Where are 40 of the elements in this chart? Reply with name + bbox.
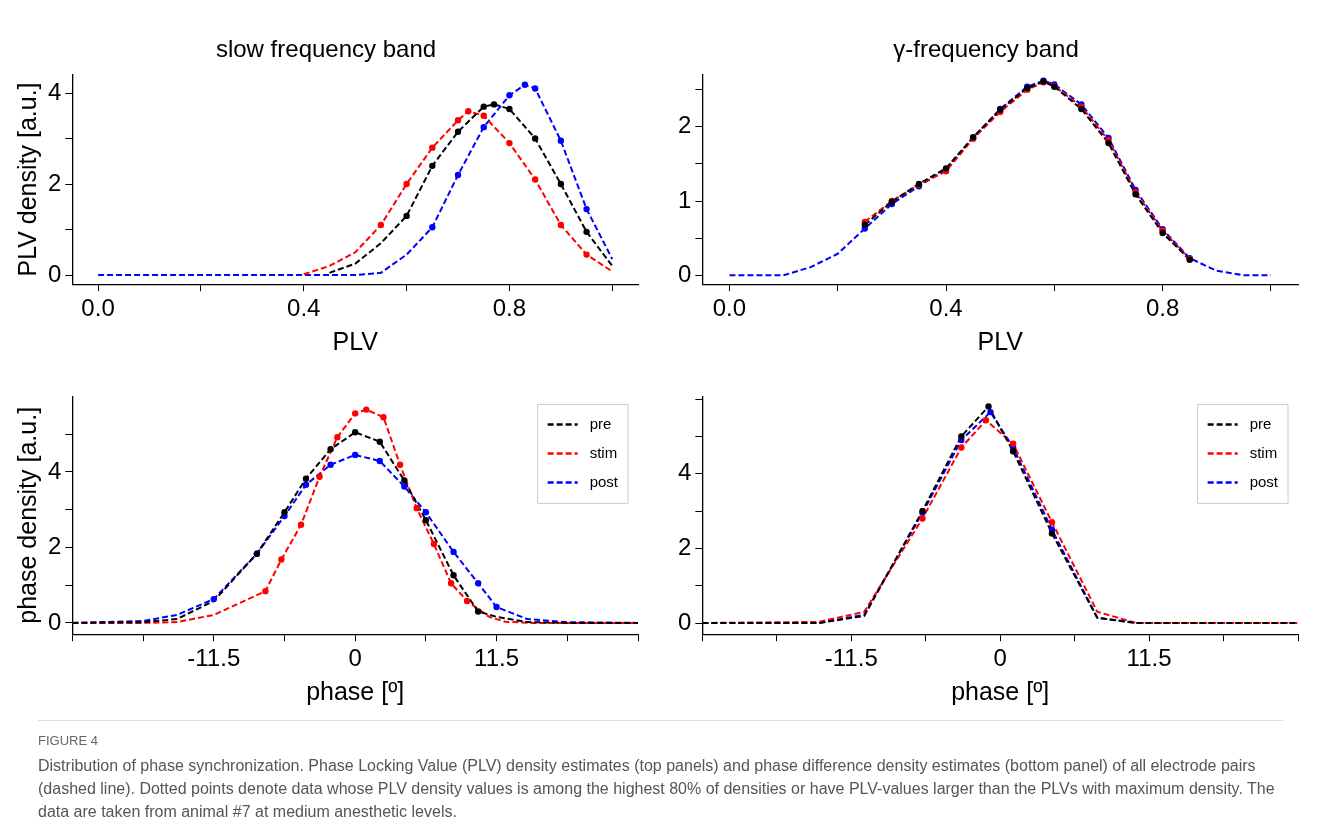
y-tick-label: 0 xyxy=(47,259,62,287)
legend-label: post xyxy=(589,472,619,490)
x-tick-label: 0.8 xyxy=(492,294,527,322)
x-tick-label: 0.4 xyxy=(929,294,963,322)
x-axis-title: PLV xyxy=(332,326,379,355)
y-tick-label: 2 xyxy=(677,532,692,560)
y-tick-label: 4 xyxy=(47,456,62,484)
x-tick-label: 11.5 xyxy=(1126,644,1172,672)
legend-label: pre xyxy=(1249,414,1272,432)
x-axis-title: phase [º] xyxy=(951,676,1050,705)
y-axis-title: phase density [a.u.] xyxy=(12,406,41,624)
y-tick-label: 4 xyxy=(47,77,62,105)
y-tick-label: 2 xyxy=(677,111,692,139)
caption: FIGURE 4 xyxy=(38,720,1283,748)
x-tick-label: -11.5 xyxy=(824,644,878,672)
x-tick-label: 0.8 xyxy=(1145,294,1180,322)
y-tick-label: 2 xyxy=(47,532,62,560)
x-tick-label: 0 xyxy=(993,644,1007,672)
y-tick-label: 2 xyxy=(47,168,62,196)
y-tick-label: 4 xyxy=(677,458,692,486)
chart-title: γ-frequency band xyxy=(893,35,1079,63)
y-tick-label: 0 xyxy=(677,259,692,287)
x-tick-label: 0.4 xyxy=(287,294,321,322)
x-axis-title: phase [º] xyxy=(306,676,405,705)
legend-label: pre xyxy=(589,414,612,432)
chart-title: slow frequency band xyxy=(215,35,437,63)
x-axis-title: PLV xyxy=(977,326,1024,355)
x-tick-label: 11.5 xyxy=(474,644,520,672)
y-tick-label: 1 xyxy=(677,185,692,213)
x-tick-label: -11.5 xyxy=(187,644,241,672)
legend-label: post xyxy=(1249,472,1279,490)
text: Distribution of phase synchronization. Phase Locking Value (PLV) density estimates (top panels) and phase difference density estimates (bottom panel) of all electrode pairs (dashed line). Dotted points denote data whose PLV density values is among the highest 80% of densities or have PLV-values larger than the PLVs with maximum density. The data are taken from animal #7 at medium anesthetic levels. xyxy=(38,756,1276,822)
y-tick-label: 0 xyxy=(47,607,62,635)
legend-label: stim xyxy=(1249,443,1278,461)
y-tick-label: 0 xyxy=(677,607,692,635)
x-tick-label: 0.0 xyxy=(81,294,115,322)
x-tick-label: 0.0 xyxy=(712,294,747,322)
legend-label: stim xyxy=(589,443,618,461)
y-axis-title: PLV density [a.u.] xyxy=(12,82,41,277)
x-tick-label: 0 xyxy=(348,644,362,672)
